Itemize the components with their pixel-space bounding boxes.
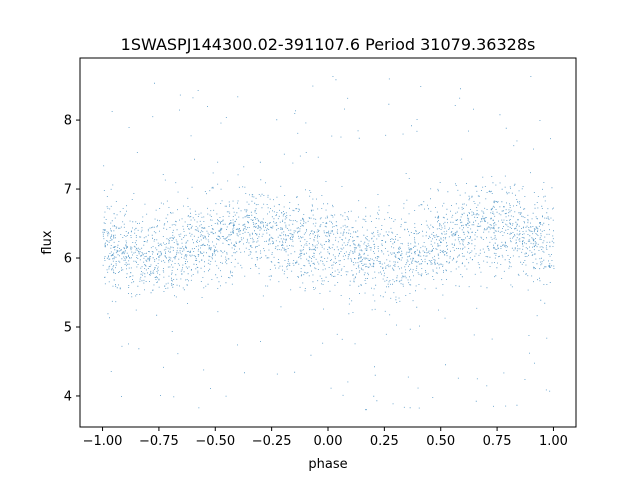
x-tick-label: 0.00 xyxy=(314,434,343,449)
y-tick-label: 4 xyxy=(64,389,72,404)
x-tick-label: −0.50 xyxy=(195,434,235,449)
y-tick-label: 8 xyxy=(64,114,72,129)
x-tick-label: 0.25 xyxy=(370,434,399,449)
y-tick-label: 5 xyxy=(64,320,72,335)
x-tick-label: −1.00 xyxy=(83,434,123,449)
x-tick-label: 0.75 xyxy=(483,434,512,449)
x-tick-label: −0.25 xyxy=(252,434,292,449)
y-tick-label: 7 xyxy=(64,183,72,198)
x-tick-label: −0.75 xyxy=(139,434,179,449)
x-axis-title: phase xyxy=(308,457,347,472)
y-axis-title: flux xyxy=(40,230,55,254)
x-tick-label: 1.00 xyxy=(539,434,568,449)
chart-title: 1SWASPJ144300.02-391107.6 Period 31079.3… xyxy=(121,35,536,54)
x-tick-label: 0.50 xyxy=(426,434,455,449)
y-axis: 4 5 6 7 8 xyxy=(64,114,80,404)
y-tick-label: 6 xyxy=(64,252,72,267)
x-axis: −1.00 −0.75 −0.50 −0.25 0.00 0.25 0.50 0.75 1.00 xyxy=(83,427,568,449)
